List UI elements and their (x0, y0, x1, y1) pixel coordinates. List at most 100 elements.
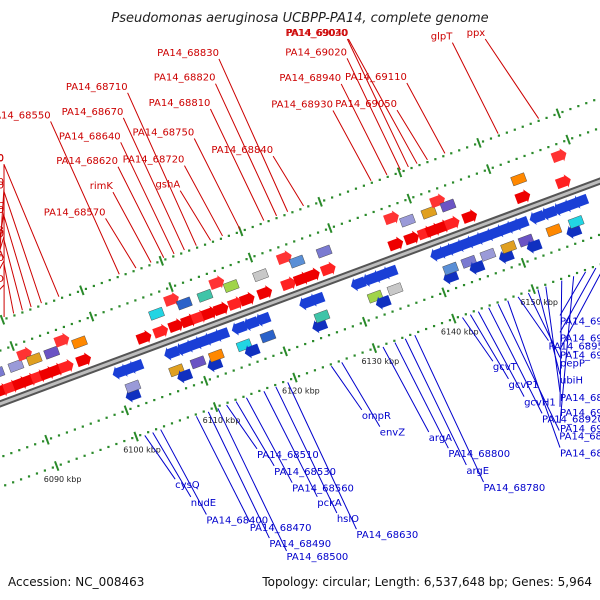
guide-dot (229, 263, 232, 267)
leader-line (117, 166, 165, 258)
reverse-gene-block-rect (207, 348, 225, 363)
guide-dot (13, 314, 16, 317)
guide-dot (234, 398, 237, 401)
forward-gene-label: PA14_68450 (0, 205, 4, 216)
forward-gene-block (71, 335, 88, 350)
reverse-gene-arrow-shape (382, 264, 399, 280)
forward-gene-block-rect (252, 268, 269, 283)
forward-gene-block (196, 288, 214, 303)
guide-dot (131, 437, 134, 440)
guide-dot (5, 317, 8, 320)
guide-dot (407, 304, 410, 307)
guide-dot (51, 466, 54, 469)
reverse-gene-arrow-outer (375, 294, 392, 310)
reverse-gene-arrow-shape (513, 216, 530, 231)
reverse-gene-arrow (214, 327, 231, 342)
forward-gene-block (288, 254, 306, 269)
guide-dot (370, 181, 373, 184)
guide-dot (291, 211, 294, 214)
guide-dot (118, 305, 121, 308)
forward-gene-block (175, 296, 193, 311)
genome-backbone (0, 177, 600, 408)
leader-line (488, 307, 543, 414)
reverse-gene-block (460, 254, 478, 269)
reverse-gene-label: PA14_68955 (548, 342, 600, 353)
reverse-gene-block (500, 240, 517, 254)
reverse-gene-label: PA14_68970 (560, 393, 600, 404)
guide-dot (282, 380, 285, 384)
leader-line (272, 155, 304, 207)
guide-dot (60, 296, 64, 299)
forward-gene-arrow-outer-shape (383, 210, 399, 226)
reverse-gene-arrow-shape (529, 210, 546, 225)
guide-dot (456, 316, 459, 319)
forward-gene-block (315, 244, 333, 259)
guide-dot (348, 219, 351, 222)
guide-dot (105, 416, 108, 419)
leader-line (3, 215, 32, 308)
guide-dot (432, 324, 436, 328)
guide-dot (251, 225, 254, 229)
forward-gene-block-rect (25, 352, 43, 367)
forward-gene-arrow (443, 215, 460, 231)
forward-gene-block (439, 198, 457, 213)
reverse-gene-label: PA14_68510 (257, 450, 319, 461)
guide-dot (388, 204, 391, 208)
guide-dot (444, 184, 447, 187)
guide-dot (436, 187, 439, 190)
reverse-gene-label: PA14_69010 (560, 408, 600, 419)
guide-dot (480, 307, 483, 310)
guide-dot (266, 386, 269, 390)
leader-line (559, 280, 563, 407)
forward-gene-block-rect (510, 172, 528, 187)
forward-gene-label: arcC (0, 201, 4, 212)
leader-line (346, 38, 409, 168)
leader-line (112, 191, 152, 263)
leader-line (340, 83, 388, 176)
reverse-gene-label: PA14_68400 (206, 516, 268, 527)
reverse-gene-label: PA14_69060 (560, 424, 600, 435)
forward-gene-arrow-shape (303, 267, 320, 283)
tick-mark (292, 372, 298, 383)
reverse-gene-arrow (513, 216, 530, 231)
guide-dot (394, 172, 397, 176)
forward-gene-label: PA14_68710 (66, 82, 128, 93)
guide-dot (180, 252, 183, 255)
guide-dot (332, 225, 336, 228)
guide-dot (383, 313, 386, 316)
leader-line (527, 292, 561, 358)
guide-dot (375, 316, 378, 319)
guide-dot (232, 369, 235, 372)
guide-dot (327, 334, 331, 337)
reverse-gene-label: PA14_68490 (269, 539, 331, 550)
tick-mark (9, 340, 15, 352)
leader-line (477, 311, 525, 397)
reverse-gene-arrow (529, 210, 546, 225)
reverse-gene-arrow-shape (243, 316, 260, 332)
tick-mark (565, 134, 571, 145)
forward-gene-label: arcD (0, 274, 4, 285)
guide-dot (227, 234, 230, 237)
tick-mark (520, 257, 527, 268)
forward-gene-arrow-shape (200, 305, 217, 321)
guide-dot (534, 257, 537, 260)
guide-dot (21, 311, 24, 314)
forward-gene-block (252, 268, 269, 283)
leader-line (484, 38, 540, 119)
guide-dot (242, 395, 245, 398)
guide-dot (590, 236, 593, 240)
leader-line (331, 365, 363, 411)
forward-gene-arrow-shape (403, 230, 420, 246)
guide-dot (216, 375, 219, 378)
forward-gene-arrow-shape (135, 330, 152, 345)
reverse-gene-arrow-outer-shape (312, 318, 329, 334)
leader-line (0, 188, 5, 258)
guide-dot (210, 407, 213, 410)
reverse-gene-arrow-shape (214, 327, 231, 342)
guide-dot (186, 416, 189, 419)
reverse-gene-arrow-shape (309, 291, 326, 307)
guide-dot (35, 472, 39, 475)
leader-line (50, 121, 120, 275)
forward-gene-label: PA14_68670 (62, 107, 124, 118)
forward-gene-block (222, 279, 240, 293)
